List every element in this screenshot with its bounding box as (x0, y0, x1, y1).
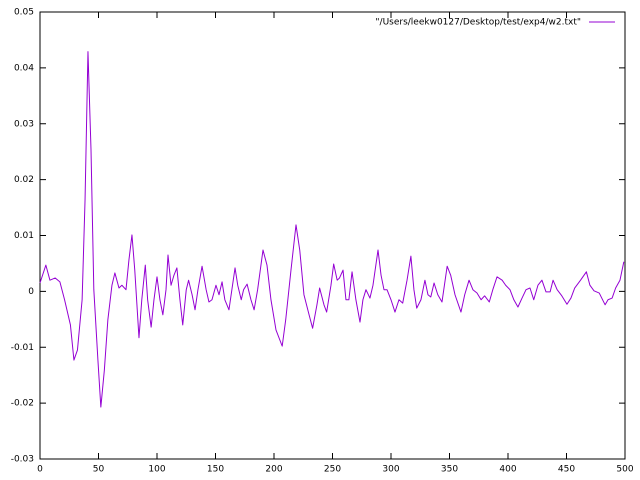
x-tick-label: 50 (93, 465, 105, 475)
plot-border (39, 11, 626, 460)
x-tick-label: 100 (148, 465, 165, 475)
y-tick-label: 0.03 (14, 119, 34, 129)
x-tick-label: 200 (265, 465, 282, 475)
y-tick-label: -0.03 (11, 455, 34, 465)
x-tick-label: 400 (499, 465, 516, 475)
y-tick-label: 0.05 (14, 8, 34, 18)
y-tick-label: 0.04 (14, 63, 34, 73)
y-tick-label: 0 (28, 287, 34, 297)
x-tick-label: 450 (558, 465, 575, 475)
legend-label: "/Users/leekw0127/Desktop/test/exp4/w2.t… (375, 18, 581, 28)
y-tick-label: -0.02 (11, 399, 34, 409)
x-tick-label: 150 (207, 465, 224, 475)
x-tick-label: 0 (37, 465, 43, 475)
x-tick-label: 350 (441, 465, 458, 475)
x-tick-label: 250 (324, 465, 341, 475)
x-tick-label: 300 (382, 465, 399, 475)
y-tick-label: 0.01 (14, 231, 34, 241)
data-line (39, 51, 625, 408)
y-tick-label: -0.01 (11, 343, 34, 353)
x-tick-label: 500 (616, 465, 633, 475)
y-tick-label: 0.02 (14, 175, 34, 185)
